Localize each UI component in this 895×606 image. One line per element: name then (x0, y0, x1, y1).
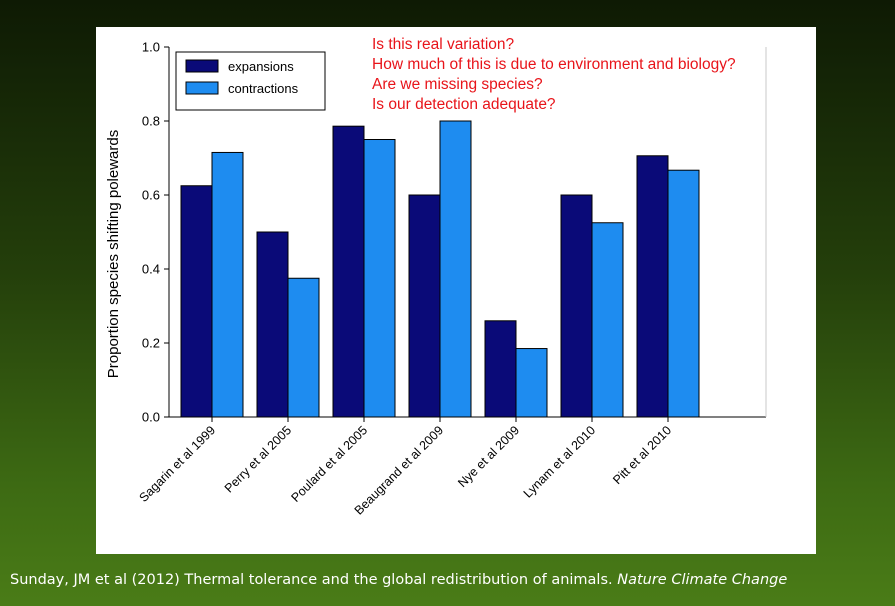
legend-label: contractions (228, 81, 299, 96)
legend-label: expansions (228, 59, 294, 74)
bar-contractions (667, 169, 700, 418)
legend-box (175, 51, 326, 111)
bar-contractions (439, 120, 472, 418)
y-tick-label: 0.6 (142, 188, 160, 203)
chart-panel: 0.0 0.2 0.4 0.6 0.8 1.0 Sagarin et al 1999 Perr… (96, 27, 816, 554)
y-tick-label: 0.0 (142, 410, 160, 425)
citation-text: Sunday, JM et al (2012) Thermal toleranc… (10, 572, 613, 588)
annotation-line: Is this real variation? (372, 36, 515, 53)
citation-journal: Nature Climate Change (617, 572, 788, 588)
y-tick-label: 0.4 (142, 262, 160, 277)
bar-contractions (515, 348, 548, 418)
x-tick-label: Nye et al 2009 (455, 423, 522, 490)
bar-expansions (408, 194, 441, 418)
y-tick-label: 1.0 (142, 40, 160, 55)
bar-expansions (256, 231, 289, 418)
annotation-questions: Is this real variation? How much of this… (372, 35, 736, 115)
bar-contractions (363, 139, 396, 418)
x-tick-label: Perry et al 2005 (222, 423, 294, 495)
x-tick-label: Lynam et al 2010 (521, 423, 598, 500)
annotation-line: Are we missing species? (372, 76, 543, 93)
bar-contractions (287, 277, 320, 418)
legend-swatch (185, 81, 219, 95)
bar-expansions (636, 155, 669, 418)
bar-expansions (180, 185, 213, 418)
y-axis-label: Proportion species shifting polewards (105, 130, 122, 378)
bar-contractions (591, 222, 624, 418)
x-tick-label: Poulard et al 2005 (288, 423, 370, 505)
x-tick-label: Sagarin et al 1999 (136, 423, 218, 505)
bar-expansions (560, 194, 593, 418)
y-tick-label: 0.2 (142, 336, 160, 351)
citation-caption: Sunday, JM et al (2012) Thermal toleranc… (10, 572, 890, 588)
bar-chart: 0.0 0.2 0.4 0.6 0.8 1.0 Sagarin et al 1999 Perr… (105, 40, 767, 518)
annotation-line: How much of this is due to environment a… (372, 56, 736, 73)
annotation-line: Is our detection adequate? (372, 96, 556, 113)
bar-contractions (211, 151, 244, 418)
bar-expansions (332, 125, 365, 418)
y-tick-label: 0.8 (142, 114, 160, 129)
bar-expansions (484, 320, 517, 418)
x-tick-label: Pitt et al 2010 (610, 423, 674, 487)
legend-swatch (185, 59, 219, 73)
